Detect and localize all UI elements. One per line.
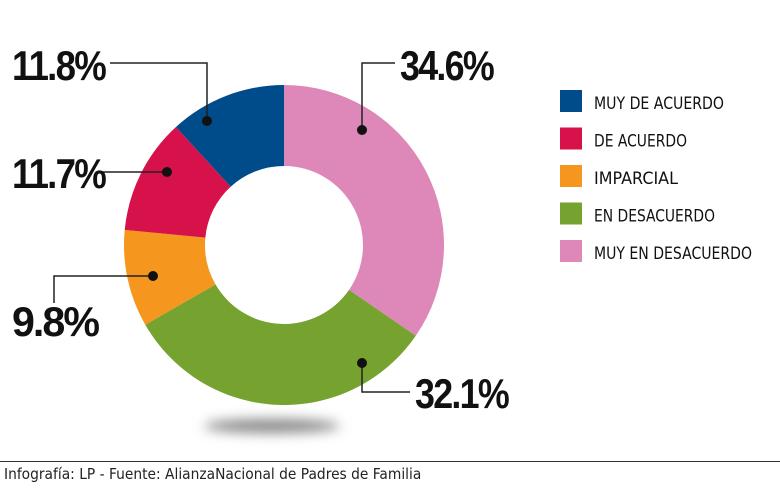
data-label: 34.6% bbox=[400, 42, 494, 89]
leader-dot bbox=[148, 271, 158, 281]
leader-line bbox=[53, 275, 153, 303]
legend-swatch bbox=[560, 165, 582, 187]
legend-swatch bbox=[560, 127, 582, 150]
leader-line bbox=[361, 363, 410, 393]
legend-label: DE ACUERDO bbox=[594, 132, 687, 152]
slice-en-desacuerdo bbox=[145, 284, 416, 406]
legend-label: EN DESACUERDO bbox=[594, 207, 715, 227]
leader-dot bbox=[357, 125, 367, 135]
legend-label: IMPARCIAL bbox=[594, 169, 678, 189]
shadow bbox=[204, 419, 340, 433]
data-label: 11.7% bbox=[12, 150, 106, 197]
data-label: 9.8% bbox=[12, 298, 100, 345]
legend-swatch bbox=[560, 240, 582, 262]
leader-line bbox=[361, 62, 395, 130]
data-label: 11.8% bbox=[12, 42, 106, 89]
leader-dot bbox=[202, 116, 212, 126]
leader-dot bbox=[162, 167, 172, 177]
legend-label: MUY EN DESACUERDO bbox=[594, 244, 752, 264]
legend-swatch bbox=[560, 90, 582, 112]
slice-de-acuerdo bbox=[124, 126, 231, 238]
legend-item: IMPARCIAL bbox=[560, 165, 678, 189]
slice-muy-en-desacuerdo bbox=[284, 85, 445, 336]
slice-imparcial bbox=[124, 229, 216, 325]
legend-item: EN DESACUERDO bbox=[560, 202, 715, 227]
legend-swatch bbox=[560, 202, 582, 225]
legend-item: MUY DE ACUERDO bbox=[560, 90, 724, 114]
slice-muy-de-acuerdo bbox=[175, 85, 284, 187]
legend-label: MUY DE ACUERDO bbox=[594, 94, 724, 114]
leader-dot bbox=[357, 358, 367, 368]
footer-source: Infografía: LP - Fuente: AlianzaNacional… bbox=[4, 465, 422, 483]
leader-line bbox=[110, 62, 208, 121]
legend-item: DE ACUERDO bbox=[560, 127, 687, 152]
data-label: 32.1% bbox=[415, 370, 509, 417]
legend-item: MUY EN DESACUERDO bbox=[560, 240, 752, 264]
footer-divider bbox=[0, 461, 780, 462]
